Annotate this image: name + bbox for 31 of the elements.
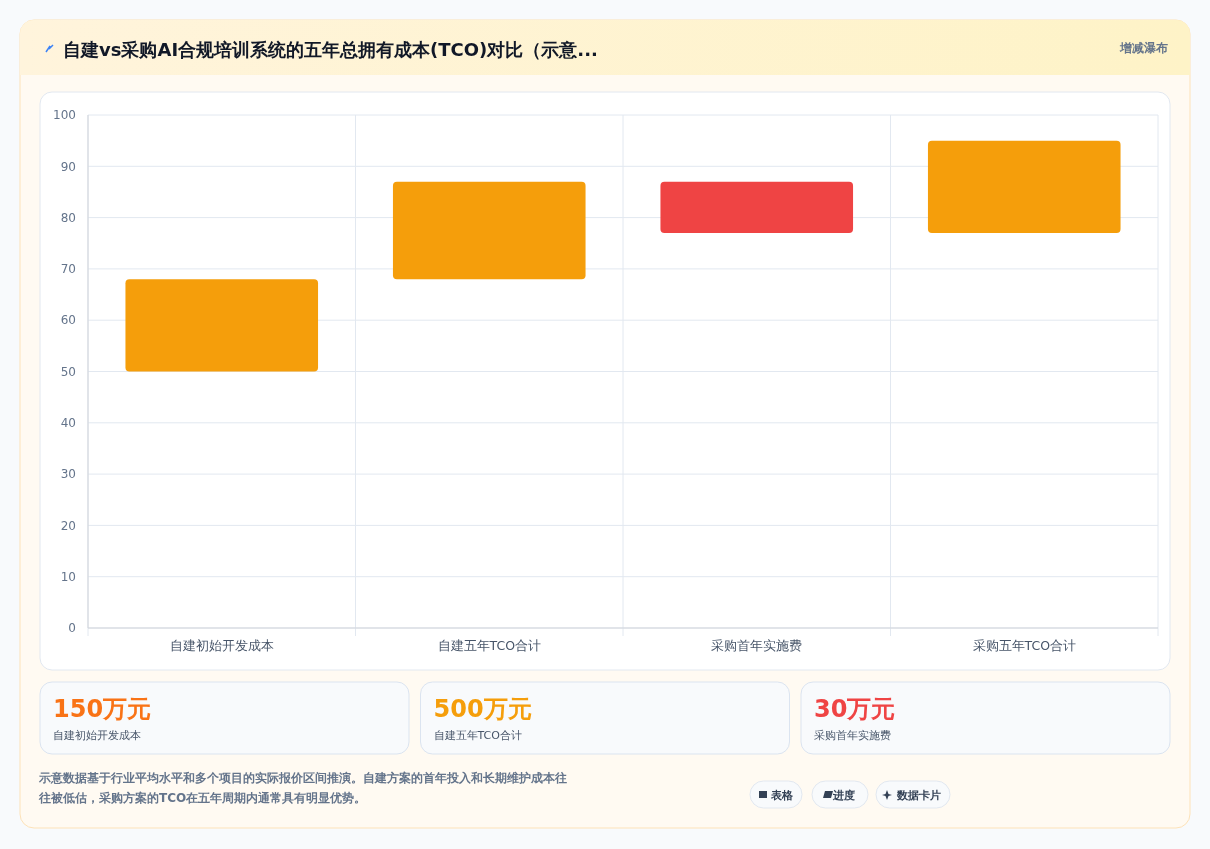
y-tick-label: 70 xyxy=(60,262,76,277)
x-tick-label: 自建初始开发成本 xyxy=(169,638,274,653)
text: 采购首年实施费 xyxy=(814,729,891,742)
text: 表格 xyxy=(770,789,794,802)
bar xyxy=(125,279,319,372)
text: 进度 xyxy=(832,789,855,802)
bar xyxy=(392,181,586,280)
y-tick-label: 90 xyxy=(60,159,76,174)
text: 150万元 xyxy=(53,695,152,723)
x-tick-label: 自建五年TCO合计 xyxy=(437,638,541,653)
y-tick-label: 0 xyxy=(68,621,76,636)
text: 30万元 xyxy=(814,695,896,723)
text: 数据卡片 xyxy=(896,789,941,802)
text: 自建初始开发成本 xyxy=(53,729,141,742)
text: 自建五年TCO合计 xyxy=(433,729,522,742)
chart-title: 自建vs采购AI合规培训系统的五年总拥有成本(TCO)对比（示意... xyxy=(63,39,598,60)
y-tick-label: 100 xyxy=(53,108,76,123)
y-tick-label: 10 xyxy=(60,569,76,584)
y-tick-label: 50 xyxy=(60,364,76,379)
y-tick-label: 80 xyxy=(60,210,76,225)
y-tick-label: 20 xyxy=(60,518,76,533)
text: 500万元 xyxy=(433,695,532,723)
y-tick-label: 40 xyxy=(60,416,76,430)
y-tick-label: 60 xyxy=(60,313,76,328)
y-tick-label: 30 xyxy=(60,467,76,482)
x-tick-label: 采购五年TCO合计 xyxy=(972,638,1076,653)
bar xyxy=(660,181,854,233)
text: 示意数据基于行业平均水平和多个项目的实际报价区间推演。自建方案的首年投入和长期维护成本往往被低估，采购方案的TCO在五年周期内通常具有明显优势。 xyxy=(38,771,567,805)
bar xyxy=(927,140,1121,233)
x-tick-label: 采购首年实施费 xyxy=(711,638,803,653)
chart-subtitle: 增减瀑布 xyxy=(1119,41,1168,55)
